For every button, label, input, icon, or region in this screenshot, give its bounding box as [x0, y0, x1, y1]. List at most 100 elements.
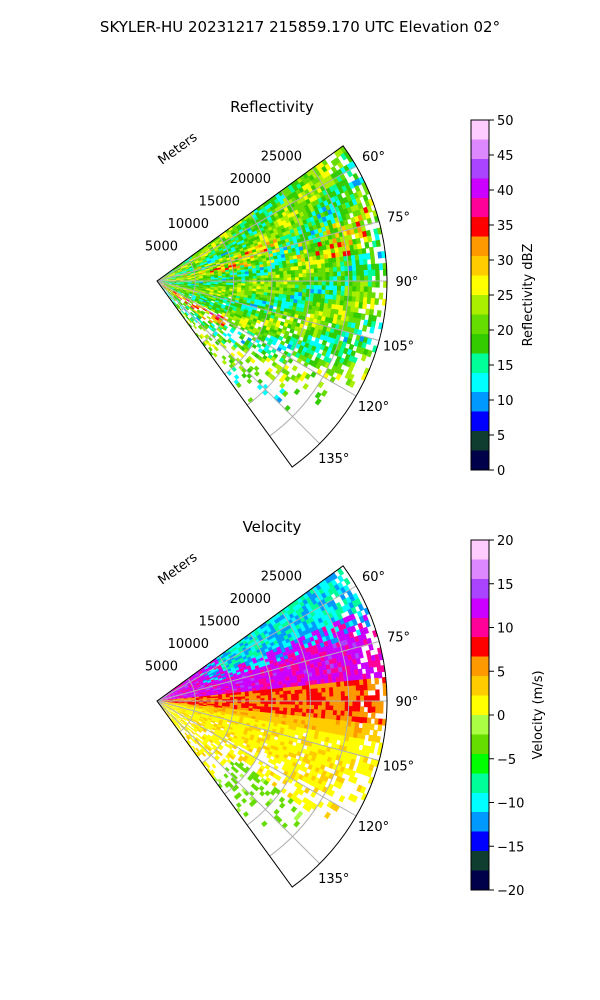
- field-cell: [280, 670, 285, 676]
- field-cell: [218, 301, 224, 305]
- field-cell: [199, 312, 204, 317]
- field-cell: [177, 289, 183, 293]
- field-cell: [318, 306, 324, 313]
- field-cell: [223, 317, 229, 322]
- field-cell: [214, 696, 219, 699]
- field-cell: [252, 281, 258, 284]
- field-cell: [252, 695, 258, 699]
- field-cell: [208, 325, 213, 331]
- field-cell: [348, 286, 353, 292]
- field-cell: [242, 235, 248, 241]
- field-cell: [233, 662, 239, 667]
- field-cell: [218, 299, 224, 303]
- field-cell: [199, 262, 205, 266]
- field-cell: [259, 714, 264, 719]
- field-cell: [322, 249, 328, 256]
- field-cell: [171, 284, 177, 286]
- field-cell: [368, 309, 375, 316]
- field-cell: [360, 341, 367, 350]
- field-cell: [168, 290, 173, 294]
- field-cell: [286, 266, 292, 272]
- field-cell: [167, 693, 172, 696]
- field-cell: [248, 316, 254, 322]
- field-cell: [229, 708, 234, 712]
- field-cell: [168, 278, 173, 280]
- field-cell: [228, 662, 234, 667]
- field-cell: [195, 278, 200, 281]
- field-cell: [351, 238, 358, 246]
- field-cell: [264, 272, 269, 276]
- field-cell: [297, 715, 303, 721]
- field-cell: [351, 658, 358, 666]
- field-cell: [351, 265, 357, 272]
- radial-tick-label: 15000: [199, 194, 240, 209]
- field-cell: [311, 725, 317, 731]
- field-cell: [210, 274, 215, 277]
- field-cell: [340, 701, 346, 707]
- field-cell: [361, 324, 368, 332]
- field-cell: [345, 596, 353, 605]
- field-cell: [324, 714, 330, 720]
- field-cell: [281, 300, 287, 306]
- field-cell: [181, 268, 186, 271]
- field-cell: [210, 276, 215, 279]
- field-cell: [310, 272, 315, 278]
- field-cell: [244, 660, 250, 665]
- field-cell: [232, 686, 237, 690]
- field-cell: [344, 701, 350, 707]
- field-cell: [319, 674, 325, 681]
- field-cell: [340, 276, 346, 282]
- field-cell: [268, 694, 273, 699]
- field-cell: [203, 716, 209, 720]
- field-cell: [294, 243, 300, 249]
- field-cell: [185, 267, 190, 271]
- field-cell: [233, 281, 238, 284]
- field-cell: [203, 262, 209, 266]
- field-cell: [218, 275, 223, 279]
- field-cell: [199, 278, 204, 281]
- field-cell: [229, 702, 235, 706]
- field-cell: [226, 230, 232, 236]
- field-cell: [334, 724, 340, 731]
- field-cell: [207, 718, 212, 722]
- field-cell: [326, 727, 332, 734]
- field-cell: [178, 691, 183, 694]
- field-cell: [258, 258, 263, 263]
- field-cell: [342, 358, 349, 367]
- field-cell: [309, 709, 315, 714]
- field-cell: [164, 281, 169, 283]
- field-cell: [259, 269, 265, 274]
- field-cell: [366, 672, 371, 680]
- field-cell: [230, 327, 236, 332]
- field-cell: [193, 318, 198, 324]
- field-cell: [278, 293, 284, 299]
- field-cell: [197, 289, 203, 292]
- field-cell: [285, 718, 291, 723]
- field-cell: [234, 236, 240, 242]
- field-cell: [214, 661, 220, 666]
- field-cell: [313, 705, 319, 711]
- field-cell: [191, 296, 196, 300]
- field-cell: [252, 703, 258, 707]
- field-cell: [337, 701, 342, 707]
- field-cell: [230, 345, 237, 351]
- field-cell: [207, 716, 213, 720]
- field-cell: [351, 680, 357, 687]
- field-cell: [320, 316, 327, 322]
- field-cell: [343, 190, 351, 198]
- field-cell: [171, 286, 176, 289]
- field-cell: [263, 263, 268, 268]
- field-cell: [248, 701, 254, 704]
- field-cell: [246, 680, 252, 685]
- field-cell: [171, 693, 176, 696]
- azimuth-tick-label: 135°: [318, 452, 349, 467]
- field-cell: [191, 277, 196, 280]
- field-cell: [218, 679, 224, 683]
- field-cell: [202, 278, 208, 280]
- field-cell: [325, 276, 330, 282]
- field-cell: [331, 257, 337, 264]
- field-cell: [188, 676, 193, 681]
- field-cell: [264, 701, 269, 705]
- field-cell: [282, 687, 288, 692]
- field-cell: [175, 283, 181, 286]
